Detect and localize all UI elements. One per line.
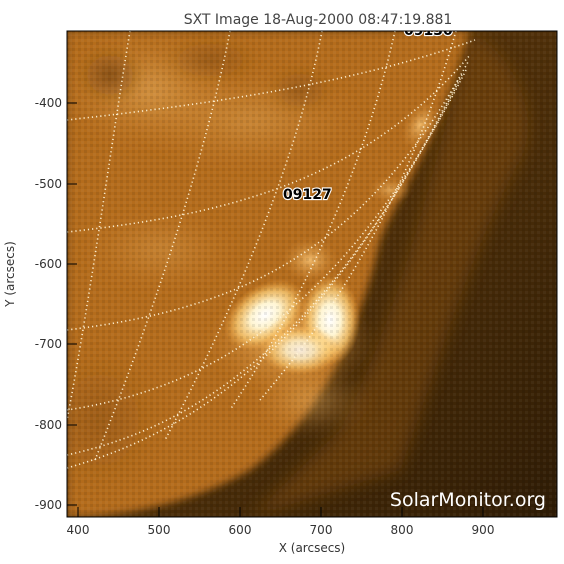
active-region-label: 09127 — [283, 187, 332, 203]
x-tick-label: 900 — [472, 523, 495, 537]
y-axis-label: Y (arcsecs) — [3, 241, 17, 308]
solar-image: 09130 09127 SolarMonitor.org — [67, 23, 557, 517]
active-region-label: 09130 — [404, 23, 453, 39]
y-tick-label: -700 — [35, 337, 62, 351]
image-title: SXT Image 18-Aug-2000 08:47:19.881 — [184, 12, 453, 28]
watermark: SolarMonitor.org — [390, 489, 546, 511]
y-tick-label: -800 — [35, 418, 62, 432]
y-tick-label: -900 — [35, 498, 62, 512]
x-axis-label: X (arcsecs) — [279, 541, 346, 555]
plot-frame — [66, 30, 558, 518]
heliographic-grid — [67, 31, 476, 469]
y-axis: -400 -500 -600 -700 -800 -900 Y (arcsecs… — [3, 96, 77, 512]
x-tick-label: 800 — [391, 523, 414, 537]
y-tick-label: -400 — [35, 96, 62, 110]
x-axis: 400 500 600 700 800 900 X (arcsecs) — [67, 507, 495, 555]
y-tick-label: -500 — [35, 177, 62, 191]
x-tick-label: 500 — [148, 523, 171, 537]
x-tick-label: 700 — [310, 523, 333, 537]
y-tick-label: -600 — [35, 257, 62, 271]
x-tick-label: 600 — [229, 523, 252, 537]
x-tick-label: 400 — [67, 523, 90, 537]
